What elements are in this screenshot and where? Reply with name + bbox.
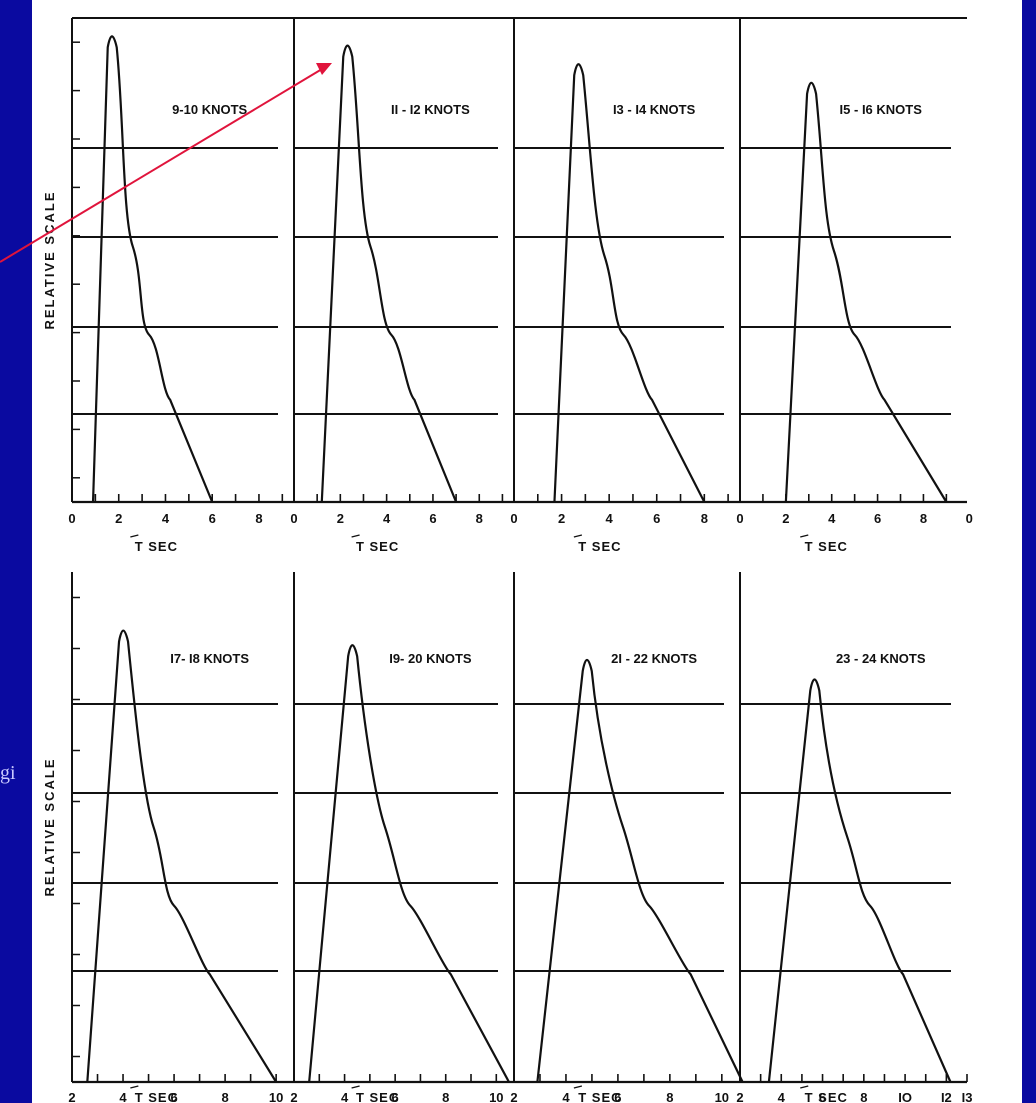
panel-7-title: 2I - 22 KNOTS bbox=[611, 651, 697, 666]
panel-6-x-tick-label: 10 bbox=[489, 1090, 503, 1103]
panel-5-x-tick-label: 4 bbox=[119, 1090, 127, 1103]
panel-3-x-tick-label: 4 bbox=[606, 511, 614, 526]
panel-2-tilde-mark bbox=[351, 534, 360, 538]
panel-4-x-tick-label: 0 bbox=[966, 511, 973, 526]
panel-7-x-tick-label: 10 bbox=[715, 1090, 729, 1103]
panel-1-x-tick-label: 0 bbox=[68, 511, 75, 526]
panel-5-spectrum-curve bbox=[86, 629, 278, 1083]
panel-1-x-tick-label: 6 bbox=[209, 511, 216, 526]
panel-8-x-tick-label: 4 bbox=[778, 1090, 786, 1103]
panel-3-x-axis-label: T SEC bbox=[578, 539, 621, 554]
panel-1-x-axis-label: T SEC bbox=[135, 539, 178, 554]
panel-6-x-tick-label: 8 bbox=[442, 1090, 449, 1103]
panel-2-x-tick-label: 6 bbox=[429, 511, 436, 526]
panel-7-x-tick-label: 4 bbox=[562, 1090, 570, 1103]
panel-1-x-tick-label: 8 bbox=[255, 511, 262, 526]
panel-8-spectrum-curve bbox=[767, 678, 952, 1083]
panel-2-title: II - I2 KNOTS bbox=[391, 102, 470, 117]
panel-3-x-tick-label: 2 bbox=[558, 511, 565, 526]
panel-6-spectrum-curve bbox=[308, 644, 510, 1083]
panel-1-x-tick-label: 2 bbox=[115, 511, 122, 526]
panel-2-x-tick-label: 8 bbox=[476, 511, 483, 526]
panel-6-title: I9- 20 KNOTS bbox=[389, 651, 472, 666]
panel-8-x-tick-label: 6 bbox=[819, 1090, 826, 1103]
panel-8-x-tick-label: IO bbox=[898, 1090, 912, 1103]
panel-5-x-tick-label: 8 bbox=[221, 1090, 228, 1103]
panel-8-x-tick-label: I2 bbox=[941, 1090, 952, 1103]
panel-3-x-tick-label: 6 bbox=[653, 511, 660, 526]
panel-2-x-tick-label: 2 bbox=[337, 511, 344, 526]
panel-7-x-tick-label: 8 bbox=[666, 1090, 673, 1103]
panel-7-spectrum-curve bbox=[536, 658, 744, 1083]
panel-5-x-tick-label: 2 bbox=[68, 1090, 75, 1103]
panel-4-x-tick-label: 8 bbox=[920, 511, 927, 526]
panel-1-tilde-mark bbox=[130, 534, 139, 538]
panel-8-x-tick-label: 2 bbox=[736, 1090, 743, 1103]
panel-5-x-tick-label: 10 bbox=[269, 1090, 283, 1103]
panel-2-spectrum-curve bbox=[320, 44, 458, 503]
panel-4-x-tick-label: 2 bbox=[782, 511, 789, 526]
panel-4-x-tick-label: 4 bbox=[828, 511, 836, 526]
panel-4-tilde-mark bbox=[800, 534, 809, 538]
panel-2-x-tick-label: 0 bbox=[290, 511, 297, 526]
panel-4-title: I5 - I6 KNOTS bbox=[840, 102, 923, 117]
panel-5-y-axis-label: RELATIVE SCALE bbox=[42, 758, 57, 897]
panel-1-x-tick-label: 4 bbox=[162, 511, 170, 526]
panel-3-x-tick-label: 8 bbox=[701, 511, 708, 526]
panel-7-x-tick-label: 6 bbox=[614, 1090, 621, 1103]
panel-8-x-axis-label: T SEC bbox=[805, 1090, 848, 1103]
panel-7-x-axis-label: T SEC bbox=[578, 1090, 621, 1103]
panel-4-x-tick-label: 0 bbox=[736, 511, 743, 526]
panel-6-x-tick-label: 4 bbox=[341, 1090, 349, 1103]
slide-side-text: gi bbox=[0, 762, 16, 784]
panel-3-title: I3 - I4 KNOTS bbox=[613, 102, 696, 117]
panel-8-x-tick-label: I3 bbox=[962, 1090, 973, 1103]
panel-5-x-tick-label: 6 bbox=[170, 1090, 177, 1103]
panel-8-tilde-mark bbox=[800, 1085, 809, 1089]
panel-7-tilde-mark bbox=[573, 1085, 583, 1089]
panel-6-tilde-mark bbox=[351, 1085, 360, 1089]
panel-5-tilde-mark bbox=[130, 1085, 139, 1089]
panel-4-spectrum-curve bbox=[784, 81, 948, 503]
panel-2-x-tick-label: 4 bbox=[383, 511, 391, 526]
panel-6-x-tick-label: 6 bbox=[392, 1090, 399, 1103]
panel-3-spectrum-curve bbox=[553, 63, 706, 503]
panel-8-title: 23 - 24 KNOTS bbox=[836, 651, 926, 666]
panel-3-x-tick-label: 0 bbox=[510, 511, 517, 526]
panel-6-x-tick-label: 2 bbox=[290, 1090, 297, 1103]
panel-5-x-axis-label: T SEC bbox=[135, 1090, 178, 1103]
panel-6-x-axis-label: T SEC bbox=[356, 1090, 399, 1103]
panel-2-x-axis-label: T SEC bbox=[356, 539, 399, 554]
panel-1-y-axis-label: RELATIVE SCALE bbox=[42, 191, 57, 330]
panel-5-title: I7- I8 KNOTS bbox=[170, 651, 249, 666]
panel-7-x-tick-label: 2 bbox=[510, 1090, 517, 1103]
panel-1-title: 9-10 KNOTS bbox=[172, 102, 247, 117]
panel-8-x-tick-label: 8 bbox=[860, 1090, 867, 1103]
panel-4-x-tick-label: 6 bbox=[874, 511, 881, 526]
panel-4-x-axis-label: T SEC bbox=[805, 539, 848, 554]
panel-3-tilde-mark bbox=[573, 534, 583, 538]
